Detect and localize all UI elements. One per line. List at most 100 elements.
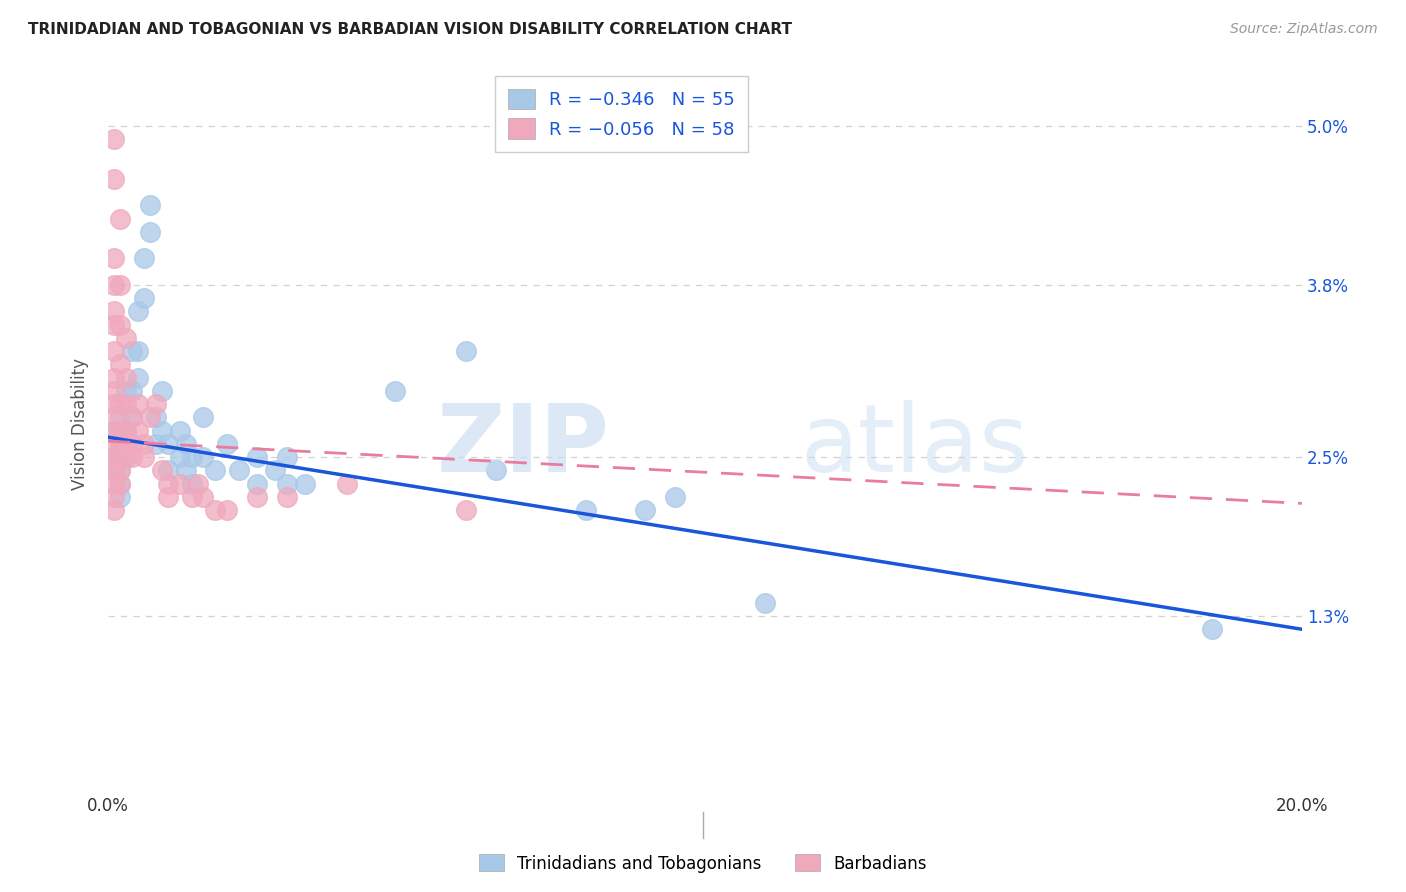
Point bbox=[228, 463, 250, 477]
Point bbox=[132, 252, 155, 266]
Point bbox=[139, 225, 162, 239]
Point bbox=[264, 463, 287, 477]
Point bbox=[336, 476, 359, 491]
Point bbox=[121, 410, 143, 425]
Point bbox=[132, 450, 155, 464]
Point bbox=[103, 450, 125, 464]
Point bbox=[115, 424, 138, 438]
Point bbox=[103, 463, 125, 477]
Point bbox=[193, 450, 215, 464]
Point bbox=[180, 450, 202, 464]
Point bbox=[103, 252, 125, 266]
Point bbox=[108, 437, 131, 451]
Point bbox=[145, 397, 167, 411]
Point bbox=[108, 450, 131, 464]
Point bbox=[103, 424, 125, 438]
Point bbox=[276, 476, 298, 491]
Point bbox=[574, 503, 596, 517]
Point bbox=[169, 476, 191, 491]
Point bbox=[180, 476, 202, 491]
Point bbox=[103, 171, 125, 186]
Text: TRINIDADIAN AND TOBAGONIAN VS BARBADIAN VISION DISABILITY CORRELATION CHART: TRINIDADIAN AND TOBAGONIAN VS BARBADIAN … bbox=[28, 22, 792, 37]
Point bbox=[634, 503, 657, 517]
Legend: R = −0.346   N = 55, R = −0.056   N = 58: R = −0.346 N = 55, R = −0.056 N = 58 bbox=[495, 76, 748, 152]
Point bbox=[115, 450, 138, 464]
Point bbox=[108, 410, 131, 425]
Point bbox=[174, 437, 197, 451]
Text: ZIP: ZIP bbox=[436, 400, 609, 491]
Point bbox=[115, 397, 138, 411]
Point bbox=[103, 277, 125, 292]
Point bbox=[103, 476, 125, 491]
Point bbox=[204, 503, 226, 517]
Point bbox=[127, 370, 149, 384]
Point bbox=[127, 397, 149, 411]
Point bbox=[108, 357, 131, 371]
Point bbox=[108, 463, 131, 477]
Point bbox=[145, 437, 167, 451]
Point bbox=[1201, 622, 1223, 636]
Point bbox=[103, 304, 125, 318]
Point bbox=[276, 450, 298, 464]
Point bbox=[174, 463, 197, 477]
Point bbox=[115, 424, 138, 438]
Point bbox=[103, 370, 125, 384]
Point bbox=[384, 384, 406, 398]
Point bbox=[217, 437, 239, 451]
Point bbox=[115, 384, 138, 398]
Point bbox=[103, 437, 125, 451]
Point bbox=[108, 490, 131, 504]
Point bbox=[103, 450, 125, 464]
Point bbox=[108, 277, 131, 292]
Point bbox=[121, 410, 143, 425]
Point bbox=[186, 476, 208, 491]
Text: atlas: atlas bbox=[800, 400, 1029, 491]
Legend: Trinidadians and Tobagonians, Barbadians: Trinidadians and Tobagonians, Barbadians bbox=[472, 847, 934, 880]
Point bbox=[103, 318, 125, 332]
Point bbox=[103, 463, 125, 477]
Point bbox=[294, 476, 316, 491]
Point bbox=[204, 463, 226, 477]
Point bbox=[217, 503, 239, 517]
Point bbox=[108, 476, 131, 491]
Point bbox=[139, 410, 162, 425]
Point bbox=[103, 490, 125, 504]
Point bbox=[108, 450, 131, 464]
Point bbox=[132, 291, 155, 305]
Point bbox=[156, 437, 179, 451]
Point bbox=[121, 344, 143, 359]
Point bbox=[456, 503, 478, 517]
Point bbox=[193, 490, 215, 504]
Point bbox=[115, 450, 138, 464]
Point bbox=[456, 344, 478, 359]
Point bbox=[754, 596, 776, 610]
Point bbox=[108, 397, 131, 411]
Point bbox=[108, 211, 131, 226]
Text: Source: ZipAtlas.com: Source: ZipAtlas.com bbox=[1230, 22, 1378, 37]
Point bbox=[103, 132, 125, 146]
Point bbox=[103, 410, 125, 425]
Point bbox=[121, 450, 143, 464]
Point bbox=[150, 384, 173, 398]
Point bbox=[103, 424, 125, 438]
Point bbox=[115, 331, 138, 345]
Point bbox=[103, 397, 125, 411]
Point bbox=[127, 424, 149, 438]
Point bbox=[103, 344, 125, 359]
Point bbox=[132, 437, 155, 451]
Point bbox=[169, 424, 191, 438]
Point bbox=[108, 437, 131, 451]
Y-axis label: Vision Disability: Vision Disability bbox=[72, 358, 89, 490]
Point bbox=[485, 463, 508, 477]
Point bbox=[156, 463, 179, 477]
Point bbox=[246, 450, 269, 464]
Point bbox=[115, 437, 138, 451]
Point bbox=[156, 476, 179, 491]
Point bbox=[150, 463, 173, 477]
Point bbox=[664, 490, 686, 504]
Point bbox=[127, 344, 149, 359]
Point bbox=[139, 198, 162, 212]
Point bbox=[108, 318, 131, 332]
Point bbox=[193, 410, 215, 425]
Point bbox=[180, 490, 202, 504]
